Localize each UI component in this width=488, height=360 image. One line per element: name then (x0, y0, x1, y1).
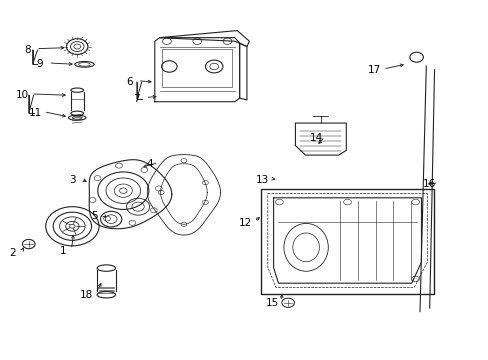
Text: 9: 9 (37, 59, 43, 69)
Text: 18: 18 (80, 289, 93, 300)
Text: 12: 12 (238, 218, 252, 228)
Text: 11: 11 (28, 108, 41, 118)
Text: 13: 13 (256, 175, 269, 185)
Text: 16: 16 (422, 179, 435, 189)
Text: 10: 10 (16, 90, 29, 100)
Text: 14: 14 (309, 133, 322, 143)
Text: 5: 5 (91, 211, 97, 221)
Text: 3: 3 (69, 175, 76, 185)
Text: 15: 15 (265, 298, 279, 308)
Text: 17: 17 (367, 66, 380, 75)
Text: 7: 7 (133, 94, 140, 104)
Text: 2: 2 (9, 248, 16, 258)
Text: 1: 1 (59, 246, 66, 256)
Text: 4: 4 (146, 159, 153, 169)
Bar (162, 49, 232, 87)
Bar (261, 189, 433, 294)
Text: 8: 8 (24, 45, 31, 55)
Text: 6: 6 (125, 77, 132, 87)
